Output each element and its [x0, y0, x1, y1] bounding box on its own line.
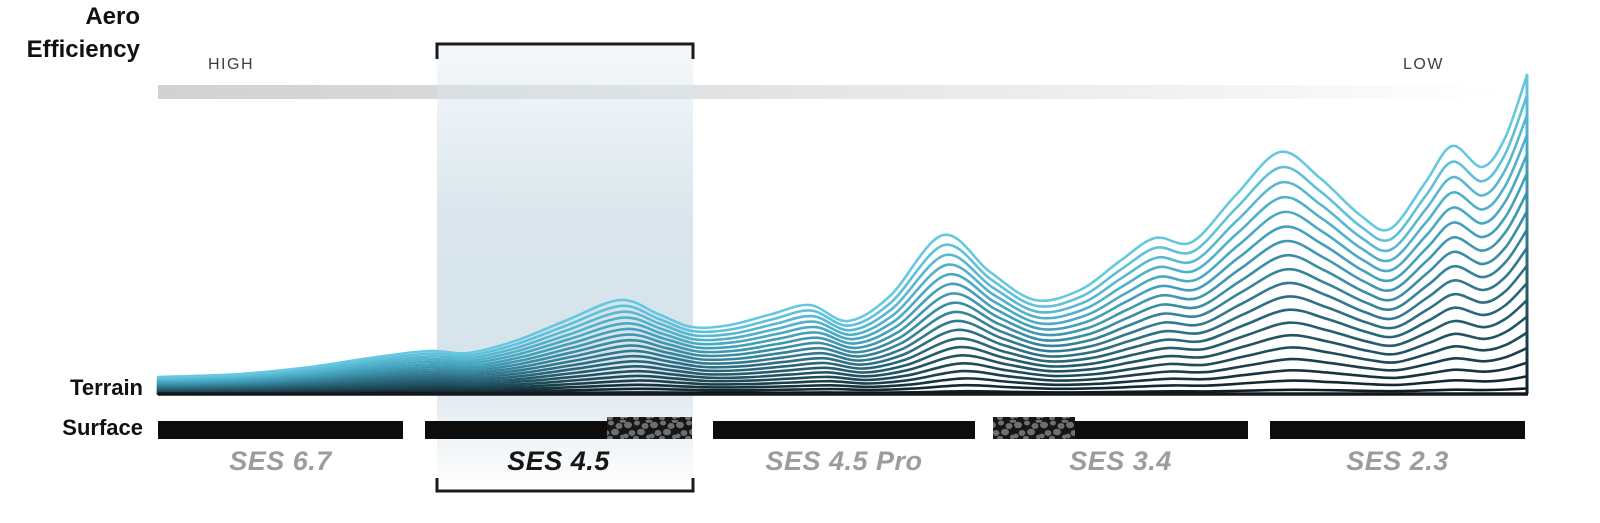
- terrain-line-13: [156, 315, 1529, 392]
- aero-efficiency-axis-label: Aero Efficiency: [0, 0, 140, 66]
- surface-axis-label: Surface: [62, 415, 143, 440]
- surface-bar-paved-ses-6-7: [158, 421, 403, 439]
- product-label-ses-4-5-pro: SES 4.5 Pro: [765, 446, 923, 476]
- terrain-line-4: [156, 153, 1529, 383]
- terrain-line-15: [156, 346, 1529, 393]
- surface-bar-paved-ses-4-5-pro: [713, 421, 975, 439]
- terrain-line-6: [156, 191, 1529, 385]
- product-label-ses-3-4: SES 3.4: [1069, 446, 1172, 476]
- terrain-axis-label: Terrain: [70, 375, 143, 400]
- aero-efficiency-line2: Efficiency: [26, 36, 140, 63]
- surface-bar-paved-ses-2-3: [1270, 421, 1525, 439]
- terrain-line-10: [156, 264, 1529, 389]
- low-label: LOW: [1403, 56, 1444, 73]
- terrain-line-8: [156, 228, 1529, 387]
- surface-bar-paved-ses-4-5: [425, 421, 607, 439]
- terrain-line-3: [156, 133, 1529, 382]
- top-bracket: [435, 42, 695, 59]
- terrain-line-9: [156, 246, 1529, 388]
- terrain-line-2: [156, 113, 1529, 381]
- terrain-line-17: [156, 375, 1529, 395]
- surface-bar-paved-ses-3-4: [1075, 421, 1248, 439]
- surface-bar-gravel-ses-4-5: [607, 417, 692, 439]
- bottom-bracket: [435, 478, 695, 493]
- terrain-line-5: [156, 172, 1529, 384]
- terrain-line-12: [156, 298, 1529, 391]
- product-label-ses-2-3: SES 2.3: [1346, 446, 1449, 476]
- terrain-line-1: [156, 93, 1529, 380]
- terrain-line-7: [156, 210, 1529, 386]
- terrain-line-16: [156, 361, 1529, 394]
- highlight-column-ses45: [437, 46, 693, 490]
- product-label-ses-6-7: SES 6.7: [229, 446, 332, 476]
- aero-efficiency-line1: Aero: [85, 3, 140, 30]
- surface-bar-gravel-ses-3-4: [993, 417, 1075, 439]
- terrain-line-14: [156, 331, 1529, 392]
- terrain-line-11: [156, 281, 1529, 390]
- high-label: HIGH: [208, 56, 254, 73]
- product-label-ses-4-5: SES 4.5: [507, 446, 610, 476]
- terrain-line-0: [156, 73, 1529, 379]
